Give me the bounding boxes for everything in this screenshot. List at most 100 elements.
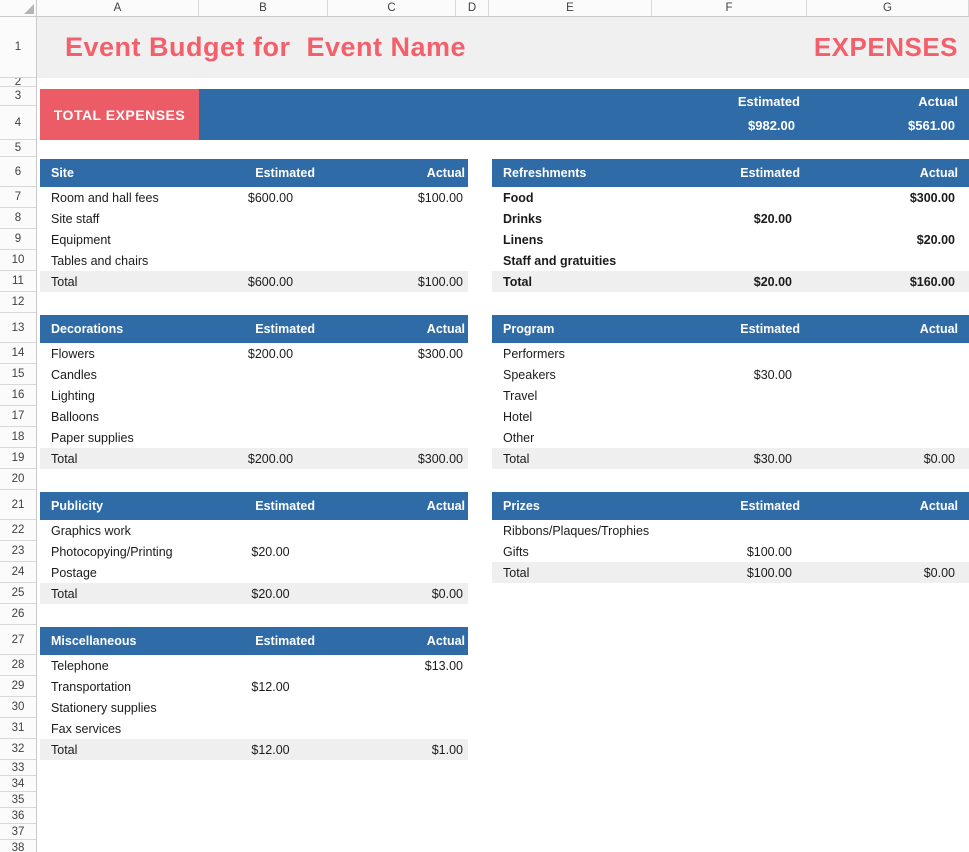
actual-value-cell[interactable]: $20.00	[916, 232, 955, 247]
item-label-cell[interactable]: Flowers	[51, 346, 95, 361]
row-header-14[interactable]: 14	[0, 343, 36, 364]
item-label-cell[interactable]: Hotel	[503, 409, 533, 424]
estimated-value-cell[interactable]: $100.00	[746, 544, 792, 559]
row-header-26[interactable]: 26	[0, 604, 36, 625]
item-label-cell[interactable]: Photocopying/Printing	[51, 544, 173, 559]
row-header-29[interactable]: 29	[0, 676, 36, 697]
item-label-cell[interactable]: Food	[503, 190, 534, 205]
row-header-2[interactable]: 2	[0, 78, 36, 87]
row-header-28[interactable]: 28	[0, 655, 36, 676]
column-header-E[interactable]: E	[489, 0, 652, 16]
actual-column-header[interactable]: Actual	[426, 322, 465, 336]
row-header-27[interactable]: 27	[0, 625, 36, 655]
row-header-5[interactable]: 5	[0, 140, 36, 157]
item-label-cell[interactable]: Balloons	[51, 409, 99, 424]
row-header-20[interactable]: 20	[0, 469, 36, 490]
total-label-cell[interactable]: Total	[51, 274, 78, 289]
column-header-B[interactable]: B	[199, 0, 328, 16]
row-header-15[interactable]: 15	[0, 364, 36, 385]
actual-column-header[interactable]: Actual	[426, 499, 465, 513]
column-header-C[interactable]: C	[328, 0, 456, 16]
item-label-cell[interactable]: Lighting	[51, 388, 95, 403]
row-header-19[interactable]: 19	[0, 448, 36, 469]
total-values-cell[interactable]: Estimated $982.00 Actual $561.00	[199, 89, 969, 140]
estimated-column-header[interactable]: Estimated	[255, 499, 315, 513]
estimated-column-header[interactable]: Estimated	[740, 322, 800, 336]
total-estimated-cell[interactable]: $20.00	[251, 586, 290, 601]
row-header-9[interactable]: 9	[0, 229, 36, 250]
item-label-cell[interactable]: Speakers	[503, 367, 556, 382]
row-header-38[interactable]: 38	[0, 840, 36, 852]
section-title[interactable]: Miscellaneous	[51, 634, 137, 648]
actual-value-cell[interactable]: $300.00	[909, 190, 955, 205]
section-title[interactable]: Publicity	[51, 499, 104, 513]
estimated-value-cell[interactable]: $20.00	[753, 211, 792, 226]
total-label-cell[interactable]: Total	[503, 565, 530, 580]
item-label-cell[interactable]: Stationery supplies	[51, 700, 157, 715]
total-estimated-cell[interactable]: $200.00	[247, 451, 294, 466]
row-header-22[interactable]: 22	[0, 520, 36, 541]
section-title[interactable]: Program	[503, 322, 555, 336]
total-label-cell[interactable]: Total	[503, 451, 530, 466]
row-header-21[interactable]: 21	[0, 490, 36, 520]
row-header-18[interactable]: 18	[0, 427, 36, 448]
total-actual-cell[interactable]: $300.00	[417, 451, 463, 466]
item-label-cell[interactable]: Graphics work	[51, 523, 131, 538]
row-header-8[interactable]: 8	[0, 208, 36, 229]
total-label-cell[interactable]: Total	[51, 451, 78, 466]
row-header-1[interactable]: 1	[0, 17, 36, 78]
row-header-3[interactable]: 3	[0, 87, 36, 106]
row-header-17[interactable]: 17	[0, 406, 36, 427]
item-label-cell[interactable]: Travel	[503, 388, 538, 403]
estimated-value-cell[interactable]: $30.00	[753, 367, 792, 382]
row-header-33[interactable]: 33	[0, 760, 36, 776]
item-label-cell[interactable]: Drinks	[503, 211, 542, 226]
item-label-cell[interactable]: Tables and chairs	[51, 253, 149, 268]
item-label-cell[interactable]: Postage	[51, 565, 97, 580]
row-header-13[interactable]: 13	[0, 313, 36, 343]
total-estimated-cell[interactable]: $30.00	[753, 451, 792, 466]
total-estimated-cell[interactable]: $100.00	[746, 565, 792, 580]
item-label-cell[interactable]: Performers	[503, 346, 565, 361]
row-header-34[interactable]: 34	[0, 776, 36, 792]
item-label-cell[interactable]: Linens	[503, 232, 544, 247]
item-label-cell[interactable]: Equipment	[51, 232, 111, 247]
total-actual-cell[interactable]: $0.00	[431, 586, 463, 601]
total-label-cell[interactable]: Total	[51, 586, 78, 601]
row-header-7[interactable]: 7	[0, 187, 36, 208]
estimated-column-header[interactable]: Estimated	[740, 166, 800, 180]
total-label-cell[interactable]: Total	[51, 742, 78, 757]
row-header-11[interactable]: 11	[0, 271, 36, 292]
actual-value-cell[interactable]: $13.00	[424, 658, 463, 673]
estimated-column-header[interactable]: Estimated	[740, 499, 800, 513]
item-label-cell[interactable]: Transportation	[51, 679, 132, 694]
item-label-cell[interactable]: Site staff	[51, 211, 100, 226]
item-label-cell[interactable]: Ribbons/Plaques/Trophies	[503, 523, 650, 538]
row-header-24[interactable]: 24	[0, 562, 36, 583]
total-label-cell[interactable]: Total	[503, 274, 532, 289]
item-label-cell[interactable]: Room and hall fees	[51, 190, 159, 205]
estimated-column-header[interactable]: Estimated	[255, 166, 315, 180]
column-header-A[interactable]: A	[37, 0, 199, 16]
actual-column-header[interactable]: Actual	[919, 322, 958, 336]
total-actual-cell[interactable]: $0.00	[923, 451, 955, 466]
row-header-36[interactable]: 36	[0, 808, 36, 824]
item-label-cell[interactable]: Telephone	[51, 658, 109, 673]
total-actual-cell[interactable]: $0.00	[923, 565, 955, 580]
total-actual-cell[interactable]: $1.00	[431, 742, 463, 757]
select-all-button[interactable]	[0, 0, 37, 17]
column-header-D[interactable]: D	[456, 0, 489, 16]
actual-value-cell[interactable]: $300.00	[417, 346, 463, 361]
row-header-23[interactable]: 23	[0, 541, 36, 562]
actual-column-header[interactable]: Actual	[919, 166, 958, 180]
row-header-35[interactable]: 35	[0, 792, 36, 808]
estimated-value-cell[interactable]: $600.00	[247, 190, 294, 205]
actual-column-header[interactable]: Actual	[426, 166, 465, 180]
row-header-25[interactable]: 25	[0, 583, 36, 604]
estimated-column-header[interactable]: Estimated	[255, 322, 315, 336]
actual-column-header[interactable]: Actual	[426, 634, 465, 648]
item-label-cell[interactable]: Gifts	[503, 544, 529, 559]
total-actual-cell[interactable]: $100.00	[417, 274, 463, 289]
item-label-cell[interactable]: Fax services	[51, 721, 122, 736]
item-label-cell[interactable]: Paper supplies	[51, 430, 134, 445]
